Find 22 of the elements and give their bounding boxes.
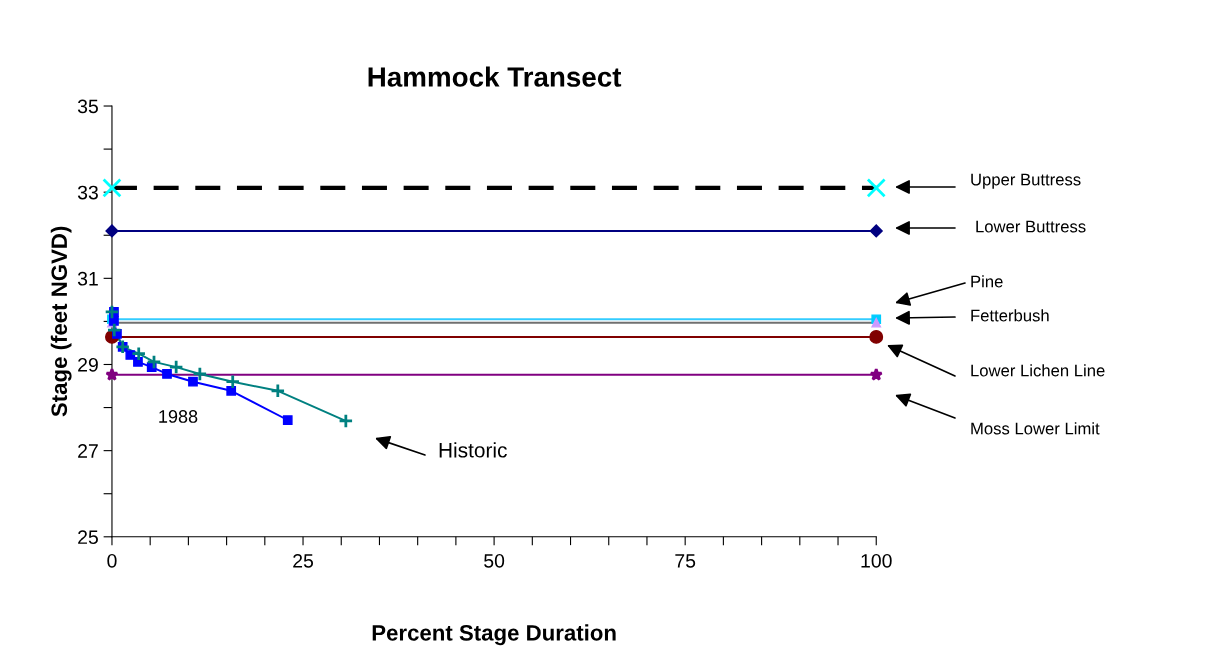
x-axis-title: Percent Stage Duration bbox=[372, 624, 616, 646]
text: Pine bbox=[971, 275, 1003, 288]
annotation: 1988 bbox=[159, 410, 198, 423]
y-tick-label: 29 bbox=[78, 357, 98, 372]
y-tick-label: 35 bbox=[77, 99, 98, 114]
x-tick-label: 100 bbox=[861, 553, 892, 568]
y-tick-label: 27 bbox=[78, 444, 98, 458]
x-tick-label: 25 bbox=[293, 553, 314, 568]
text: Upper Buttress bbox=[971, 173, 1081, 189]
y-tick-label: 25 bbox=[78, 530, 98, 545]
text: Lower Buttress bbox=[976, 220, 1086, 233]
annotation: Historic bbox=[439, 442, 507, 458]
y-tick-label: 31 bbox=[77, 271, 98, 286]
text: Lower Lichen Line bbox=[971, 364, 1105, 377]
text: Fetterbush bbox=[971, 309, 1049, 322]
y-axis-title: Stage (feet NGVD) bbox=[50, 226, 72, 417]
y-tick-label: 33 bbox=[77, 185, 98, 200]
text: Moss Lower Limit bbox=[971, 422, 1100, 435]
x-tick-label: 75 bbox=[675, 554, 696, 568]
chart-title: Hammock Transect bbox=[368, 66, 622, 87]
x-tick-label: 0 bbox=[107, 553, 117, 568]
x-tick-label: 50 bbox=[484, 553, 505, 568]
